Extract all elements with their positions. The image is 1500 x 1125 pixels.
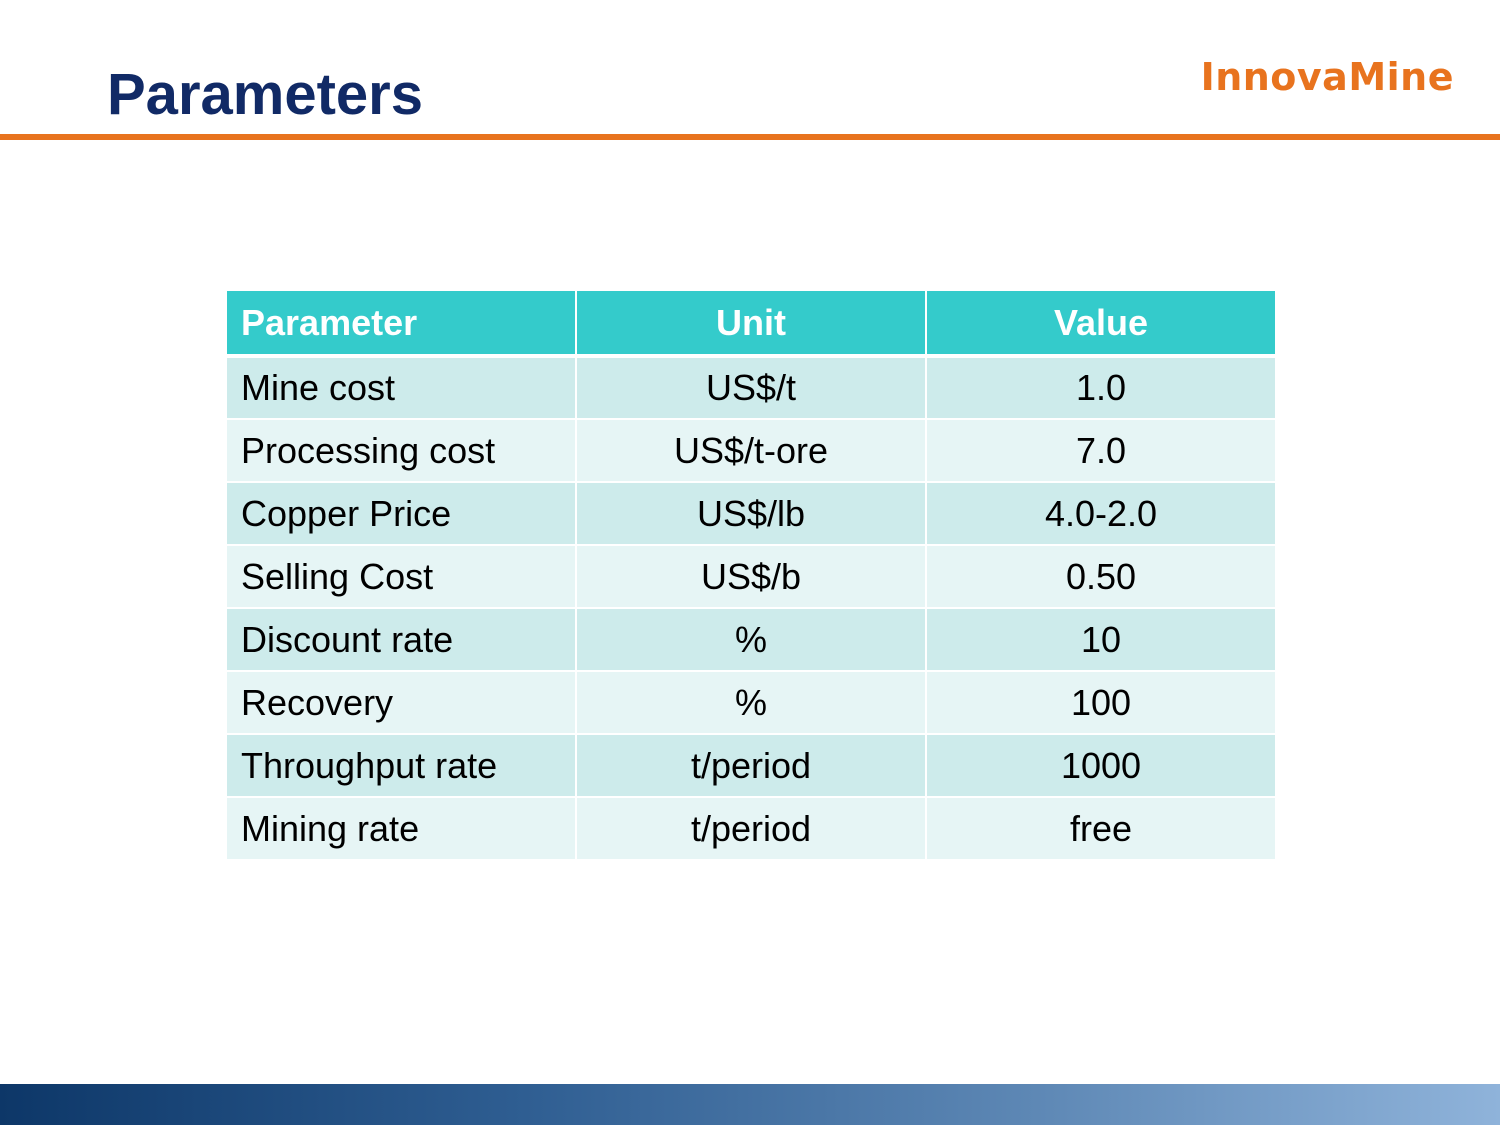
table-row: Copper Price US$/lb 4.0-2.0 xyxy=(225,481,1277,546)
table-row: Discount rate % 10 xyxy=(225,607,1277,672)
value-cell: 4.0-2.0 xyxy=(925,481,1277,546)
value-cell: free xyxy=(925,796,1277,861)
parameter-cell: Copper Price xyxy=(225,481,577,546)
unit-cell: US$/t-ore xyxy=(575,418,927,483)
column-header-unit: Unit xyxy=(575,289,927,358)
parameters-table: Parameter Unit Value Mine cost US$/t 1.0… xyxy=(225,289,1277,861)
footer-gradient-bar xyxy=(0,1084,1500,1125)
value-cell: 0.50 xyxy=(925,544,1277,609)
parameter-cell: Recovery xyxy=(225,670,577,735)
innovamine-logo: InnovaMine xyxy=(1200,55,1454,99)
table-header-row: Parameter Unit Value xyxy=(225,289,1277,358)
table-row: Processing cost US$/t-ore 7.0 xyxy=(225,418,1277,483)
table-row: Selling Cost US$/b 0.50 xyxy=(225,544,1277,609)
parameter-cell: Mine cost xyxy=(225,355,577,420)
value-cell: 100 xyxy=(925,670,1277,735)
value-cell: 1000 xyxy=(925,733,1277,798)
parameter-cell: Selling Cost xyxy=(225,544,577,609)
value-cell: 1.0 xyxy=(925,355,1277,420)
slide-title: Parameters xyxy=(107,62,423,127)
unit-cell: US$/lb xyxy=(575,481,927,546)
parameter-cell: Mining rate xyxy=(225,796,577,861)
value-cell: 7.0 xyxy=(925,418,1277,483)
parameter-cell: Discount rate xyxy=(225,607,577,672)
table-row: Mining rate t/period free xyxy=(225,796,1277,861)
table-row: Throughput rate t/period 1000 xyxy=(225,733,1277,798)
value-cell: 10 xyxy=(925,607,1277,672)
unit-cell: US$/t xyxy=(575,355,927,420)
column-header-value: Value xyxy=(925,289,1277,358)
title-divider xyxy=(0,134,1500,140)
parameter-cell: Throughput rate xyxy=(225,733,577,798)
unit-cell: t/period xyxy=(575,796,927,861)
unit-cell: US$/b xyxy=(575,544,927,609)
table-row: Recovery % 100 xyxy=(225,670,1277,735)
unit-cell: % xyxy=(575,607,927,672)
parameter-cell: Processing cost xyxy=(225,418,577,483)
column-header-parameter: Parameter xyxy=(225,289,577,358)
table-row: Mine cost US$/t 1.0 xyxy=(225,355,1277,420)
unit-cell: t/period xyxy=(575,733,927,798)
unit-cell: % xyxy=(575,670,927,735)
